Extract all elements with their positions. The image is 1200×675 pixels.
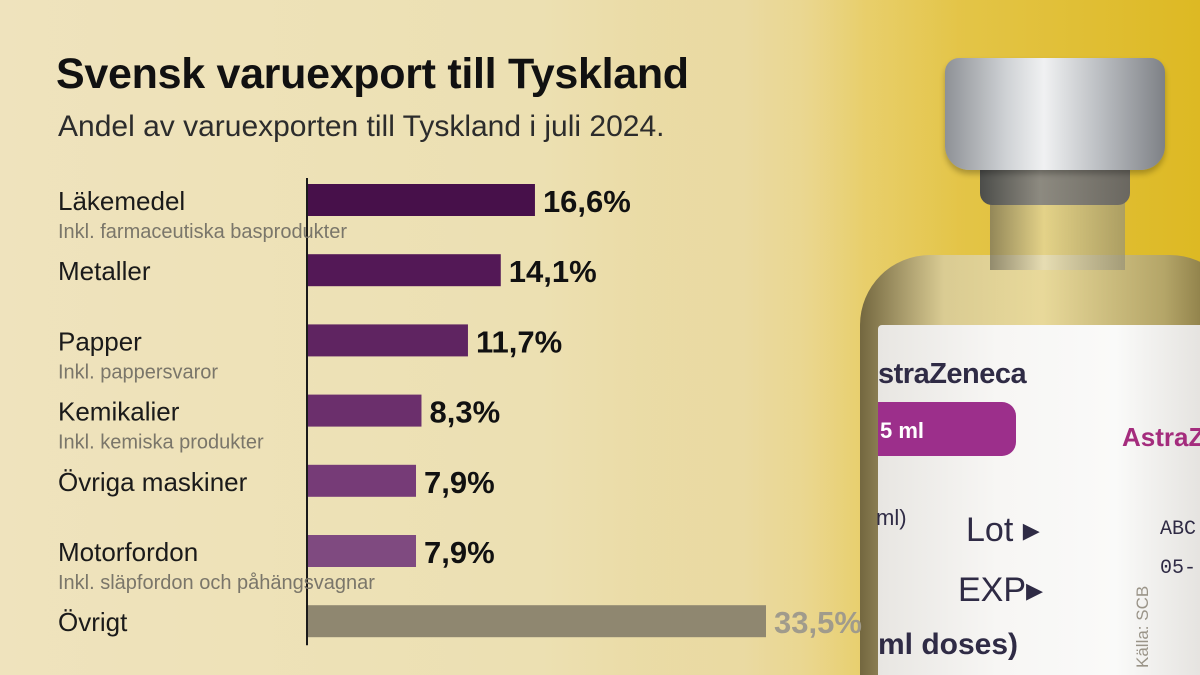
vial-label-volume: 5 ml (880, 418, 925, 443)
bar (308, 605, 766, 638)
bar (308, 254, 501, 287)
category-note: Inkl. farmaceutiska basprodukter (58, 221, 347, 243)
vial-label-exp-code: 05- (1160, 557, 1197, 580)
vial-cap (945, 58, 1165, 170)
value-label: 8,3% (429, 395, 500, 430)
bar (308, 535, 417, 567)
category-label: Papper (58, 326, 142, 356)
chart-title: Svensk varuexport till Tyskland (56, 50, 689, 98)
category-note: Inkl. kemiska produkter (58, 432, 264, 454)
vial-neck (990, 195, 1125, 270)
chart-subtitle: Andel av varuexporten till Tyskland i ju… (58, 110, 665, 143)
value-label: 16,6% (543, 184, 631, 219)
vial-label-brand-side: AstraZ (1122, 422, 1200, 452)
bar (308, 464, 417, 497)
category-label: Motorfordon (58, 537, 198, 567)
category-label: Övriga maskiner (58, 467, 248, 497)
value-label: 33,5% (774, 605, 862, 640)
bar (308, 324, 468, 357)
vial-label-lot-code: ABC (1160, 518, 1197, 541)
category-note: Inkl. släpfordon och påhängsvagnar (58, 572, 375, 594)
source-credit: Källa: SCB (1133, 585, 1152, 668)
category-label: Övrigt (58, 607, 128, 637)
value-label: 7,9% (424, 535, 495, 570)
value-label: 14,1% (509, 254, 597, 289)
category-note: Inkl. pappersvaror (58, 361, 218, 383)
vial-label-doses: ml doses) (878, 628, 1019, 661)
category-label: Metaller (58, 256, 151, 286)
vial-label (878, 325, 1200, 675)
vial-label-fragment: ml) (876, 505, 907, 530)
vial-label-brand: straZeneca (878, 358, 1027, 390)
value-label: 11,7% (476, 324, 562, 359)
category-label: Läkemedel (58, 186, 185, 216)
bar (308, 394, 422, 427)
category-label: Kemikalier (58, 397, 180, 427)
vial-label-volume-pill (878, 402, 1016, 456)
vial-label-exp: EXP▸ (958, 571, 1044, 609)
vial-label-lot: Lot ▸ (966, 511, 1040, 549)
bar (308, 184, 535, 216)
value-label: 7,9% (424, 465, 495, 500)
